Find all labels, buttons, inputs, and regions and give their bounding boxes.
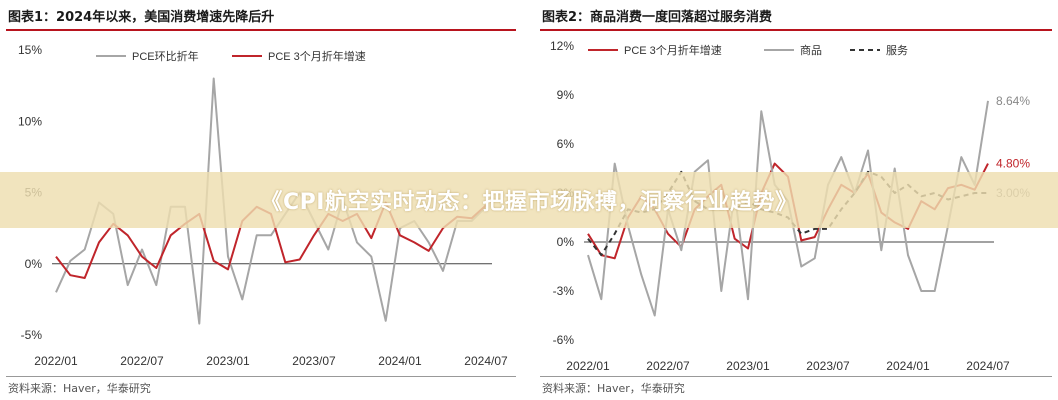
chart1-title-rule: [6, 29, 516, 31]
chart1-source: 资料来源：Haver，华泰研究: [8, 382, 151, 395]
chart1-ytick-label: 0%: [25, 257, 43, 271]
chart2-end-label: 8.64%: [996, 94, 1030, 108]
chart1-title: 图表1：2024年以来，美国消费增速先降后升: [8, 10, 275, 25]
chart2-xtick-label: 2024/07: [966, 359, 1010, 373]
chart1-xtick-label: 2023/07: [292, 354, 336, 368]
chart2-source: 资料来源：Haver，华泰研究: [542, 382, 685, 395]
chart2-title-rule: [540, 29, 1052, 31]
chart1-ytick-label: 10%: [18, 114, 42, 128]
overlay-banner: 《CPI航空实时动态：把握市场脉搏，洞察行业趋势》: [0, 172, 1058, 228]
chart1-legend-label: PCE 3个月折年增速: [268, 49, 366, 63]
chart2-ytick-label: 9%: [557, 88, 575, 102]
chart2-xtick-label: 2022/07: [646, 359, 690, 373]
chart2-ytick-label: 12%: [550, 39, 574, 53]
chart2-xtick-label: 2022/01: [566, 359, 610, 373]
chart2-xtick-label: 2023/07: [806, 359, 850, 373]
chart1-legend-label: PCE环比折年: [132, 49, 199, 63]
chart1-ytick-label: -5%: [21, 328, 43, 342]
chart2-ytick-label: -6%: [553, 333, 575, 347]
chart2-legend-label: PCE 3个月折年增速: [624, 43, 722, 57]
chart1-xtick-label: 2024/01: [378, 354, 422, 368]
chart1-ytick-label: 15%: [18, 43, 42, 57]
chart1-xtick-label: 2022/01: [34, 354, 78, 368]
chart1-source-rule: [6, 376, 516, 377]
chart1-xtick-label: 2023/01: [206, 354, 250, 368]
chart1-xtick-label: 2024/07: [464, 354, 508, 368]
chart2-ytick-label: -3%: [553, 284, 575, 298]
chart2-end-label: 4.80%: [996, 157, 1030, 171]
chart2-legend-label: 商品: [800, 43, 822, 57]
chart2-title: 图表2：商品消费一度回落超过服务消费: [542, 10, 773, 25]
chart2-legend-label: 服务: [886, 44, 908, 57]
chart2-source-rule: [540, 376, 1052, 377]
chart2-ytick-label: 0%: [557, 235, 575, 249]
chart2-ytick-label: 6%: [557, 137, 575, 151]
chart1-xtick-label: 2022/07: [120, 354, 164, 368]
chart2-xtick-label: 2024/01: [886, 359, 930, 373]
banner-text: 《CPI航空实时动态：把握市场脉搏，洞察行业趋势》: [260, 190, 798, 215]
chart2-xtick-label: 2023/01: [726, 359, 770, 373]
